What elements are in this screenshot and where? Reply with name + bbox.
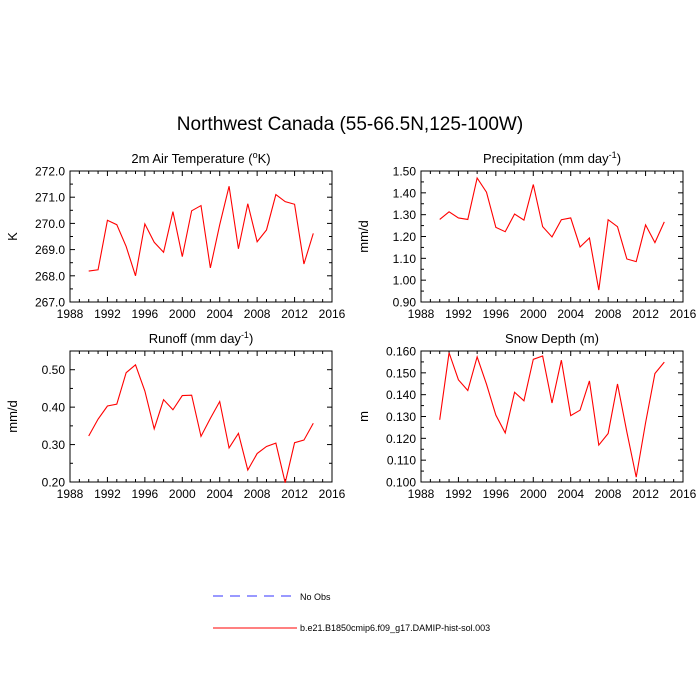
x-tick-label: 1992 <box>445 487 472 501</box>
y-axis-label: K <box>5 232 20 241</box>
y-tick-label: 270.0 <box>35 217 65 231</box>
y-tick-label: 0.20 <box>42 476 66 490</box>
x-tick-label: 2016 <box>319 487 346 501</box>
y-tick-label: 0.160 <box>386 345 416 359</box>
x-tick-label: 2000 <box>520 307 547 321</box>
x-tick-label: 1996 <box>132 307 159 321</box>
x-tick-label: 2000 <box>520 487 547 501</box>
y-axis-label: m <box>356 411 371 422</box>
y-tick-label: 0.100 <box>386 476 416 490</box>
plot-frame <box>69 170 333 303</box>
legend-label-no-obs: No Obs <box>300 592 331 602</box>
panel-4: 1988 1992 1996 2000 2004 2008 2012 2016 0.100 0.1… <box>356 331 697 501</box>
y-tick-label: 1.00 <box>393 274 417 288</box>
y-tick-label: 269.0 <box>35 243 65 257</box>
x-tick-label: 1988 <box>408 487 435 501</box>
y-tick-label: 271.0 <box>35 191 65 205</box>
panel-title: Runoff (mm day-1) <box>149 330 254 346</box>
x-tick-label: 1996 <box>483 487 510 501</box>
x-tick-label: 1992 <box>94 487 121 501</box>
panel-title: 2m Air Temperature (oK) <box>131 150 270 166</box>
y-tick-label: 0.90 <box>393 296 417 310</box>
x-tick-label: 2016 <box>670 487 697 501</box>
panel-2: 1988 1992 1996 2000 2004 2008 2012 2016 0.90 1.00… <box>356 150 697 321</box>
y-tick-label: 0.30 <box>42 438 66 452</box>
x-tick-label: 1996 <box>132 487 159 501</box>
series-line <box>88 363 314 483</box>
panel-1: 1988 1992 1996 2000 2004 2008 2012 2016 267.0 268… <box>5 150 346 321</box>
y-tick-label: 1.20 <box>393 230 417 244</box>
y-axis-label: mm/d <box>5 400 20 433</box>
plot-frame <box>420 350 684 483</box>
x-tick-label: 1992 <box>94 307 121 321</box>
x-tick-label: 2004 <box>206 487 233 501</box>
x-tick-label: 2004 <box>557 307 584 321</box>
panel-title: Precipitation (mm day-1) <box>483 150 621 166</box>
y-tick-label: 0.140 <box>386 388 416 402</box>
panel-3: 1988 1992 1996 2000 2004 2008 2012 2016 0.20 0.30… <box>5 330 346 501</box>
y-tick-label: 0.150 <box>386 366 416 380</box>
legend-label-model: b.e21.B1850cmip6.f09_g17.DAMIP-hist-sol.… <box>300 623 491 633</box>
x-tick-label: 2012 <box>632 307 659 321</box>
x-tick-label: 2004 <box>557 487 584 501</box>
y-tick-label: 0.40 <box>42 401 66 415</box>
x-tick-label: 2004 <box>206 307 233 321</box>
series-line <box>439 352 665 478</box>
y-tick-label: 0.50 <box>42 363 66 377</box>
x-tick-label: 2016 <box>319 307 346 321</box>
y-tick-label: 267.0 <box>35 296 65 310</box>
series-line <box>439 176 665 291</box>
y-tick-label: 0.130 <box>386 410 416 424</box>
y-tick-label: 1.40 <box>393 186 417 200</box>
y-tick-label: 1.10 <box>393 252 417 266</box>
x-tick-label: 1988 <box>57 487 84 501</box>
y-tick-label: 0.120 <box>386 432 416 446</box>
x-tick-label: 1988 <box>408 307 435 321</box>
series-line <box>88 186 314 276</box>
x-tick-label: 2012 <box>281 487 308 501</box>
x-tick-label: 2016 <box>670 307 697 321</box>
y-tick-label: 1.30 <box>393 208 417 222</box>
y-axis-label: mm/d <box>356 220 371 253</box>
figure-title: Northwest Canada (55-66.5N,125-100W) <box>176 114 524 135</box>
x-tick-label: 2012 <box>281 307 308 321</box>
x-tick-label: 2008 <box>595 487 622 501</box>
y-tick-label: 1.50 <box>393 165 417 179</box>
panel-title: Snow Depth (m) <box>505 331 599 346</box>
y-tick-label: 0.110 <box>387 454 416 468</box>
x-tick-label: 2012 <box>632 487 659 501</box>
y-tick-label: 268.0 <box>35 269 65 283</box>
x-tick-label: 2008 <box>595 307 622 321</box>
x-tick-label: 1992 <box>445 307 472 321</box>
x-tick-label: 2008 <box>244 307 271 321</box>
y-tick-label: 272.0 <box>35 165 65 179</box>
x-tick-label: 1988 <box>57 307 84 321</box>
x-tick-label: 2000 <box>169 487 196 501</box>
x-tick-label: 2000 <box>169 307 196 321</box>
x-tick-label: 2008 <box>244 487 271 501</box>
x-tick-label: 1996 <box>483 307 510 321</box>
plot-frame <box>69 350 333 483</box>
